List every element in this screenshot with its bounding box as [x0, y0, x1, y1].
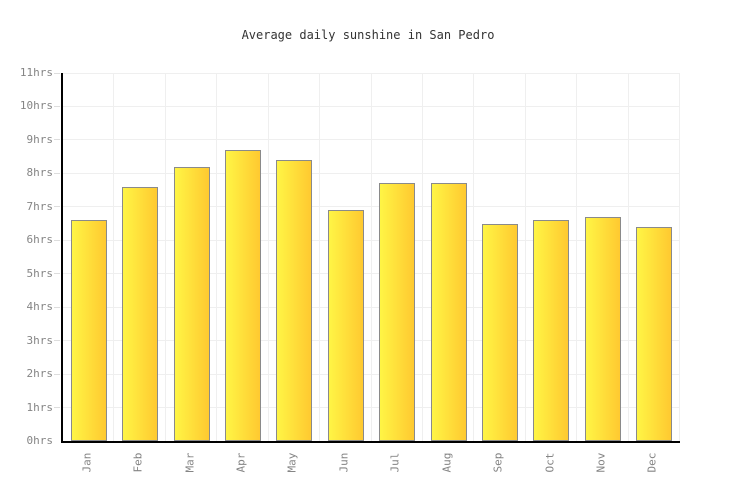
gridline-horizontal — [63, 139, 680, 141]
gridline-vertical — [473, 73, 475, 441]
y-axis-tick — [54, 206, 60, 208]
gridline-horizontal — [63, 340, 680, 342]
gridline-horizontal — [63, 407, 680, 409]
bar-may — [276, 159, 313, 441]
plot-area — [61, 72, 680, 443]
y-axis-label: 1hrs — [26, 400, 54, 414]
x-axis-label-text: May — [285, 452, 299, 472]
y-axis-tick — [54, 340, 60, 342]
y-axis-tick — [54, 407, 60, 409]
bar-nov — [584, 216, 621, 441]
x-axis-label-text: Nov — [594, 452, 608, 472]
y-axis-label: 0hrs — [26, 434, 54, 447]
x-axis-label-text: Aug — [440, 452, 454, 472]
gridline-horizontal — [63, 239, 680, 241]
gridline-horizontal — [63, 105, 680, 107]
x-axis-label-text: Mar — [183, 452, 197, 472]
y-axis-label: 6hrs — [26, 233, 54, 247]
y-axis-tick — [54, 139, 60, 141]
bar-sep — [482, 223, 519, 441]
bar-aug — [430, 183, 467, 441]
bar-jul — [379, 183, 416, 441]
gridline-vertical — [576, 73, 578, 441]
y-axis-tick — [54, 105, 60, 107]
gridline-vertical — [113, 73, 115, 441]
gridline-vertical — [679, 73, 680, 441]
y-axis-label: 7hrs — [26, 199, 54, 213]
bar-feb — [122, 186, 159, 441]
x-axis-label-aug: Aug — [427, 445, 467, 479]
x-axis-label-text: Oct — [542, 452, 556, 472]
x-axis-label-text: Sep — [491, 452, 505, 472]
gridline-horizontal — [63, 172, 680, 174]
gridline-vertical — [319, 73, 321, 441]
x-axis-label-jul: Jul — [375, 445, 415, 479]
gridline-horizontal — [63, 373, 680, 375]
x-axis-label-dec: Dec — [632, 445, 672, 479]
y-axis-tick — [54, 239, 60, 241]
gridline-vertical — [267, 73, 269, 441]
gridline-vertical — [421, 73, 423, 441]
x-axis-label-text: Jul — [388, 452, 402, 472]
y-axis-tick — [54, 72, 60, 74]
bar-apr — [224, 149, 261, 441]
y-axis-label: 4hrs — [26, 300, 54, 314]
x-axis-label-text: Apr — [234, 452, 248, 472]
y-axis-label: 10hrs — [19, 99, 53, 113]
y-axis-label: 8hrs — [26, 166, 54, 180]
gridline-horizontal — [63, 206, 680, 208]
y-axis-label: 3hrs — [26, 333, 54, 347]
x-axis-label-nov: Nov — [581, 445, 621, 479]
x-axis-label-jun: Jun — [324, 445, 364, 479]
bar-oct — [533, 220, 570, 441]
y-axis-tick — [54, 172, 60, 174]
gridline-vertical — [627, 73, 629, 441]
y-axis-tick — [54, 306, 60, 308]
x-axis-label-text: Jun — [337, 452, 351, 472]
x-axis-label-jan: Jan — [67, 445, 107, 479]
gridline-horizontal — [63, 306, 680, 308]
bar-jun — [327, 210, 364, 441]
y-axis-label: 2hrs — [26, 367, 54, 381]
x-axis-label-apr: Apr — [221, 445, 261, 479]
y-axis-label: 9hrs — [26, 132, 54, 146]
x-axis-label-mar: Mar — [170, 445, 210, 479]
x-axis-label-sep: Sep — [478, 445, 518, 479]
chart-title: Average daily sunshine in San Pedro — [241, 28, 495, 42]
bar-dec — [636, 226, 673, 441]
y-axis-label: 5hrs — [26, 266, 54, 280]
bar-jan — [70, 220, 107, 441]
x-axis-label-oct: Oct — [529, 445, 569, 479]
gridline-vertical — [216, 73, 218, 441]
bar-mar — [173, 166, 210, 441]
gridline-vertical — [370, 73, 372, 441]
x-axis-label-may: May — [272, 445, 312, 479]
y-axis-label: 11hrs — [19, 66, 53, 79]
x-axis-label-feb: Feb — [118, 445, 158, 479]
x-axis-label-text: Feb — [131, 452, 145, 472]
gridline-vertical — [524, 73, 526, 441]
x-axis-label-text: Jan — [80, 452, 94, 472]
gridline-vertical — [164, 73, 166, 441]
y-axis-tick — [54, 273, 60, 275]
x-axis-label-text: Dec — [645, 452, 659, 472]
y-axis-tick — [54, 373, 60, 375]
gridline-horizontal — [63, 273, 680, 275]
gridline-horizontal — [63, 72, 680, 74]
